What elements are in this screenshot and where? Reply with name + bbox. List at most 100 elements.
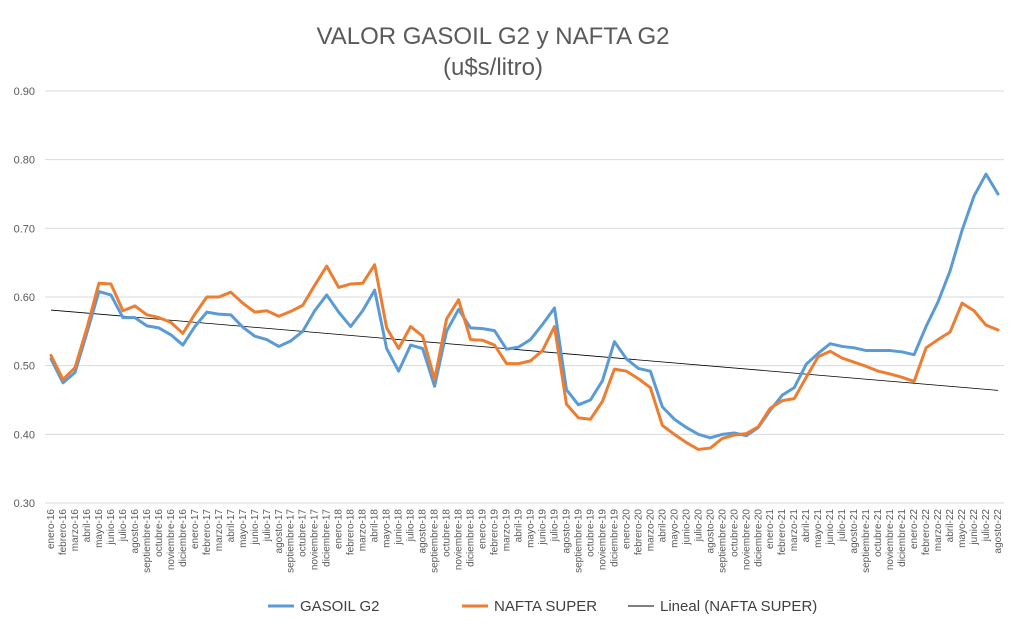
x-tick-label: julio-22 xyxy=(981,509,992,543)
x-tick-label: octubre-19 xyxy=(585,509,596,557)
x-tick-label: octubre-17 xyxy=(298,509,309,557)
x-tick-label: agosto-19 xyxy=(561,509,572,554)
y-tick-label: 0.70 xyxy=(14,223,35,235)
x-tick-label: agosto-17 xyxy=(274,509,285,554)
x-tick-label: enero-19 xyxy=(478,509,489,549)
x-tick-label: noviembre-16 xyxy=(166,509,177,571)
x-tick-label: septiembre-16 xyxy=(142,509,153,573)
x-axis: enero-16 febrero-16 marzo-16 abril-16 mayo-1… xyxy=(46,509,1004,573)
x-tick-label: abril-19 xyxy=(514,509,525,543)
x-tick-label: agosto-18 xyxy=(418,509,429,554)
y-tick-label: 0.50 xyxy=(14,361,35,373)
x-tick-label: junio-20 xyxy=(681,509,692,546)
x-tick-label: marzo-21 xyxy=(789,509,800,552)
legend-item-nafta-super: NAFTA SUPER xyxy=(462,598,597,615)
x-tick-label: junio-16 xyxy=(106,509,117,546)
x-tick-label: diciembre-20 xyxy=(753,509,764,567)
x-tick-label: enero-17 xyxy=(190,509,201,549)
chart-subtitle: (u$s/litro) xyxy=(443,54,543,81)
x-tick-label: julio-19 xyxy=(549,509,560,543)
y-tick-label: 0.30 xyxy=(14,498,35,510)
x-tick-label: junio-19 xyxy=(537,509,548,546)
x-tick-label: mayo-17 xyxy=(238,509,249,548)
x-tick-label: junio-22 xyxy=(969,509,980,546)
x-tick-label: febrero-17 xyxy=(202,509,213,556)
x-tick-label: agosto-21 xyxy=(849,509,860,554)
x-tick-label: noviembre-18 xyxy=(454,509,465,571)
y-tick-label: 0.40 xyxy=(14,429,35,441)
legend: GASOIL G2 NAFTA SUPER Lineal (NAFTA SUPER) xyxy=(268,598,817,615)
x-tick-label: noviembre-17 xyxy=(310,509,321,571)
x-tick-label: junio-18 xyxy=(394,509,405,546)
x-tick-label: marzo-17 xyxy=(214,509,225,552)
trendline-nafta-super xyxy=(50,309,999,391)
series-line-gasoil-g2 xyxy=(49,172,1000,440)
x-tick-label: abril-21 xyxy=(801,509,812,543)
x-tick-label: marzo-18 xyxy=(358,509,369,552)
series-line-nafta-super xyxy=(49,263,1000,451)
x-tick-label: noviembre-21 xyxy=(885,509,896,571)
x-tick-label: agosto-20 xyxy=(705,509,716,554)
y-tick-label: 0.60 xyxy=(14,292,35,304)
x-tick-label: diciembre-18 xyxy=(466,509,477,567)
y-axis: 0.30 0.40 0.50 0.60 0.70 0.80 0.90 xyxy=(14,86,35,510)
x-tick-label: marzo-19 xyxy=(502,509,513,552)
x-tick-label: abril-16 xyxy=(82,509,93,543)
legend-item-trendline: Lineal (NAFTA SUPER) xyxy=(628,598,817,615)
x-tick-label: mayo-20 xyxy=(669,509,680,548)
x-tick-label: noviembre-19 xyxy=(597,509,608,571)
x-tick-label: mayo-21 xyxy=(813,509,824,548)
x-tick-label: agosto-22 xyxy=(993,509,1004,554)
x-tick-label: febrero-21 xyxy=(777,509,788,556)
x-tick-label: diciembre-19 xyxy=(609,509,620,567)
x-tick-label: mayo-22 xyxy=(957,509,968,548)
x-tick-label: septiembre-19 xyxy=(573,509,584,573)
x-tick-label: febrero-16 xyxy=(58,509,69,556)
x-tick-label: enero-16 xyxy=(46,509,57,549)
x-tick-label: diciembre-21 xyxy=(897,509,908,567)
x-tick-label: febrero-19 xyxy=(490,509,501,556)
x-tick-label: septiembre-18 xyxy=(430,509,441,573)
x-tick-label: noviembre-20 xyxy=(741,509,752,571)
x-tick-label: abril-20 xyxy=(657,509,668,543)
x-tick-label: abril-17 xyxy=(226,509,237,543)
x-tick-label: junio-17 xyxy=(250,509,261,546)
x-tick-label: mayo-18 xyxy=(382,509,393,548)
x-tick-label: marzo-16 xyxy=(70,509,81,552)
x-tick-label: mayo-19 xyxy=(525,509,536,548)
x-tick-label: febrero-18 xyxy=(346,509,357,556)
x-tick-label: febrero-22 xyxy=(921,509,932,556)
grid xyxy=(45,90,1004,504)
x-tick-label: julio-16 xyxy=(118,509,129,543)
x-tick-label: enero-20 xyxy=(621,509,632,549)
x-tick-label: febrero-20 xyxy=(633,509,644,556)
legend-label: Lineal (NAFTA SUPER) xyxy=(660,598,817,615)
x-tick-label: diciembre-16 xyxy=(178,509,189,567)
x-tick-label: enero-18 xyxy=(334,509,345,549)
x-tick-label: marzo-22 xyxy=(933,509,944,552)
x-tick-label: julio-21 xyxy=(837,509,848,543)
chart-title: VALOR GASOIL G2 y NAFTA G2 xyxy=(317,23,670,50)
x-tick-label: junio-21 xyxy=(825,509,836,546)
x-tick-label: agosto-16 xyxy=(130,509,141,554)
x-tick-label: septiembre-20 xyxy=(717,509,728,573)
legend-label: NAFTA SUPER xyxy=(494,598,597,615)
x-tick-label: octubre-18 xyxy=(442,509,453,557)
x-tick-label: octubre-16 xyxy=(154,509,165,557)
y-tick-label: 0.80 xyxy=(14,155,35,167)
x-tick-label: octubre-21 xyxy=(873,509,884,557)
y-tick-label: 0.90 xyxy=(14,86,35,98)
x-tick-label: septiembre-17 xyxy=(286,509,297,573)
x-tick-label: enero-21 xyxy=(765,509,776,549)
x-tick-label: enero-22 xyxy=(909,509,920,549)
x-tick-label: abril-22 xyxy=(945,509,956,543)
x-tick-label: marzo-20 xyxy=(645,509,656,552)
x-tick-label: septiembre-21 xyxy=(861,509,872,573)
legend-label: GASOIL G2 xyxy=(300,598,379,615)
x-tick-label: julio-18 xyxy=(406,509,417,543)
x-tick-label: diciembre-17 xyxy=(322,509,333,567)
x-tick-label: abril-18 xyxy=(370,509,381,543)
x-tick-label: octubre-20 xyxy=(729,509,740,557)
